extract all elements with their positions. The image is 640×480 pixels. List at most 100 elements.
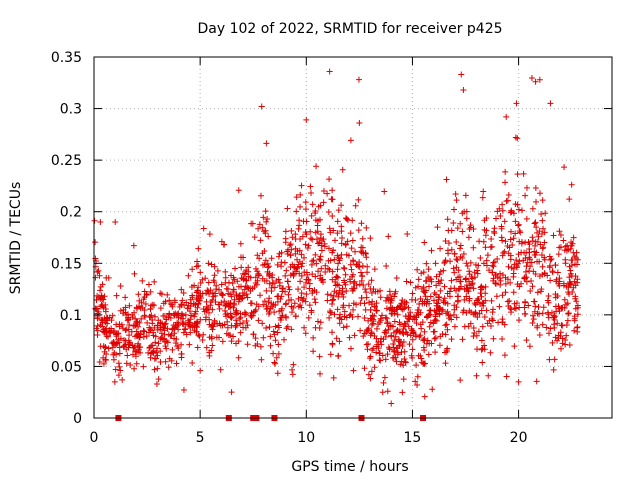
data-point bbox=[96, 272, 103, 279]
data-point bbox=[233, 317, 240, 324]
x-axis-title: GPS time / hours bbox=[291, 459, 408, 475]
data-point bbox=[349, 237, 356, 244]
data-point bbox=[199, 276, 206, 283]
data-point bbox=[151, 366, 158, 373]
data-point bbox=[565, 310, 572, 317]
data-point bbox=[396, 342, 403, 349]
data-point bbox=[473, 372, 480, 379]
data-point bbox=[542, 210, 549, 217]
data-point bbox=[194, 319, 201, 326]
data-point bbox=[417, 295, 424, 302]
data-point bbox=[341, 265, 348, 272]
data-point bbox=[330, 296, 337, 303]
data-point bbox=[511, 304, 518, 311]
data-point bbox=[507, 209, 514, 216]
data-point bbox=[299, 260, 306, 267]
data-point bbox=[515, 221, 522, 228]
data-point bbox=[474, 270, 481, 277]
data-point bbox=[303, 218, 310, 225]
data-point bbox=[478, 293, 485, 300]
data-point bbox=[513, 264, 520, 271]
data-point bbox=[513, 100, 520, 107]
data-point bbox=[461, 296, 468, 303]
data-point bbox=[287, 241, 294, 248]
data-point bbox=[358, 249, 365, 256]
data-point bbox=[453, 314, 460, 321]
data-point bbox=[420, 284, 427, 291]
data-point bbox=[316, 255, 323, 262]
data-point bbox=[94, 315, 101, 322]
data-point bbox=[489, 262, 496, 269]
data-point bbox=[400, 376, 407, 383]
data-point bbox=[273, 278, 280, 285]
data-point bbox=[377, 294, 384, 301]
data-point bbox=[515, 260, 522, 267]
data-point bbox=[436, 280, 443, 287]
data-point bbox=[436, 304, 443, 311]
data-point bbox=[516, 227, 523, 234]
data-point bbox=[206, 231, 213, 238]
data-point bbox=[228, 389, 235, 396]
data-point bbox=[421, 360, 428, 367]
data-point bbox=[338, 251, 345, 258]
data-point bbox=[428, 247, 435, 254]
data-point bbox=[573, 298, 580, 305]
data-point bbox=[316, 353, 323, 360]
data-point bbox=[566, 196, 573, 203]
data-point bbox=[499, 316, 506, 323]
data-point bbox=[431, 317, 438, 324]
data-point bbox=[394, 350, 401, 357]
data-point bbox=[191, 313, 198, 320]
data-point bbox=[209, 297, 216, 304]
data-point bbox=[528, 74, 535, 81]
data-point bbox=[280, 336, 287, 343]
data-point bbox=[364, 346, 371, 353]
data-point bbox=[478, 307, 485, 314]
data-point bbox=[189, 324, 196, 331]
data-point bbox=[113, 351, 120, 358]
data-point bbox=[479, 359, 486, 366]
data-point bbox=[308, 189, 315, 196]
data-point bbox=[363, 294, 370, 301]
data-point bbox=[274, 298, 281, 305]
data-point bbox=[458, 71, 465, 78]
data-point bbox=[565, 284, 572, 291]
data-point bbox=[209, 342, 216, 349]
data-point bbox=[188, 284, 195, 291]
data-point bbox=[385, 233, 392, 240]
data-point bbox=[434, 300, 441, 307]
data-point bbox=[557, 345, 564, 352]
data-point bbox=[533, 224, 540, 231]
data-point bbox=[365, 281, 372, 288]
data-point bbox=[490, 335, 497, 342]
data-point bbox=[548, 309, 555, 316]
data-point bbox=[325, 265, 332, 272]
y-tick-label: 0 bbox=[73, 411, 82, 427]
data-point bbox=[383, 315, 390, 322]
data-point bbox=[265, 299, 272, 306]
data-point bbox=[194, 344, 201, 351]
data-point bbox=[212, 290, 219, 297]
data-point bbox=[310, 334, 317, 341]
data-point bbox=[223, 330, 230, 337]
data-point bbox=[539, 217, 546, 224]
data-point bbox=[203, 306, 210, 313]
data-point bbox=[537, 288, 544, 295]
data-point bbox=[482, 297, 489, 304]
data-point bbox=[312, 299, 319, 306]
data-point bbox=[139, 304, 146, 311]
data-point bbox=[526, 241, 533, 248]
data-point bbox=[260, 214, 267, 221]
data-point bbox=[453, 256, 460, 263]
data-point bbox=[431, 307, 438, 314]
data-point bbox=[404, 230, 411, 237]
data-point bbox=[205, 279, 212, 286]
data-point bbox=[367, 235, 374, 242]
data-point bbox=[331, 237, 338, 244]
data-point bbox=[497, 277, 504, 284]
data-point bbox=[393, 306, 400, 313]
data-point bbox=[470, 285, 477, 292]
data-point bbox=[368, 329, 375, 336]
data-point bbox=[571, 278, 578, 285]
data-point bbox=[319, 276, 326, 283]
